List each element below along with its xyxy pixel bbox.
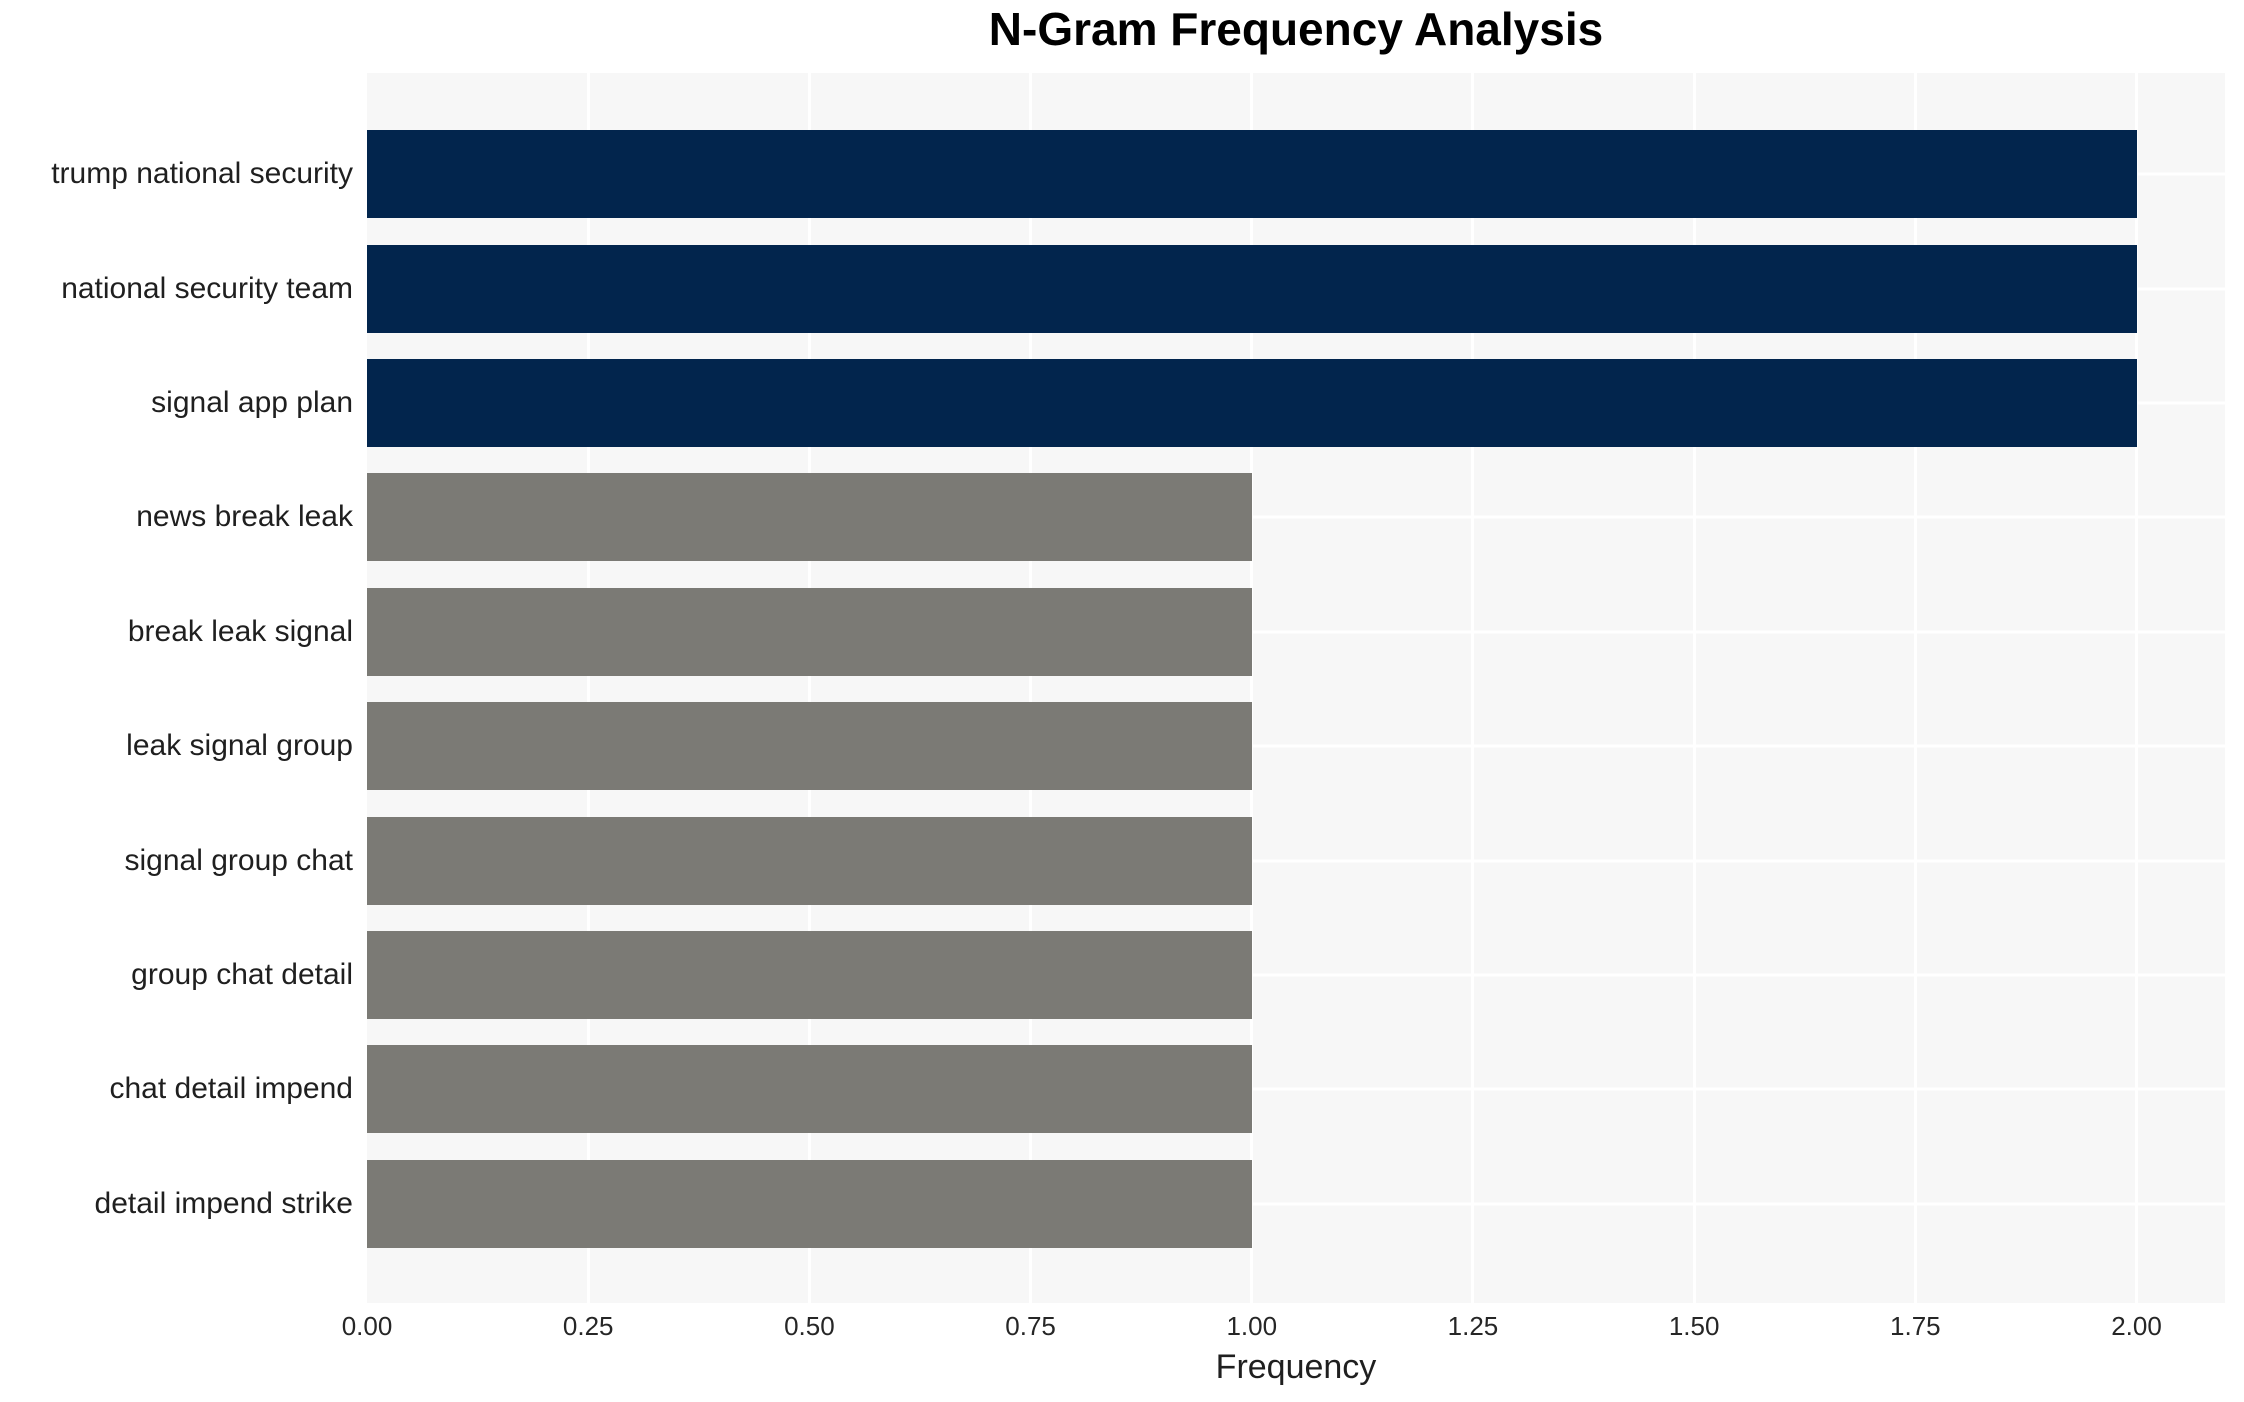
vertical-gridline xyxy=(1471,73,1475,1303)
frequency-bar xyxy=(367,244,2137,333)
vertical-gridline xyxy=(586,73,590,1303)
x-tick-label: 1.50 xyxy=(1668,1311,1720,1341)
chart-title: N-Gram Frequency Analysis xyxy=(988,3,1604,55)
bar-track xyxy=(367,231,2225,345)
x-tick-label: 0.00 xyxy=(341,1311,393,1341)
horizontal-gridline xyxy=(367,859,2225,863)
vertical-gridline xyxy=(1029,73,1033,1303)
bar-track xyxy=(367,460,2225,574)
horizontal-gridline xyxy=(367,515,2225,519)
chart-row: group chat detail xyxy=(0,918,2225,1032)
vertical-gridline xyxy=(1913,73,1917,1303)
category-label: chat detail impend xyxy=(109,1072,354,1106)
x-axis-label: Frequency xyxy=(1215,1348,1377,1386)
chart-row: news break leak xyxy=(0,460,2225,574)
bar-track xyxy=(367,575,2225,689)
category-label: break leak signal xyxy=(127,614,353,648)
bar-track xyxy=(367,918,2225,1032)
frequency-bar xyxy=(367,359,2137,448)
bar-track xyxy=(367,1032,2225,1146)
vertical-gridline xyxy=(1692,73,1696,1303)
frequency-bar xyxy=(367,587,1252,676)
category-label: signal group chat xyxy=(124,843,354,877)
category-label: leak signal group xyxy=(126,729,353,763)
x-tick-label: 2.00 xyxy=(2111,1311,2162,1341)
category-label: signal app plan xyxy=(151,386,353,420)
horizontal-gridline xyxy=(367,1202,2225,1206)
category-label: detail impend strike xyxy=(94,1186,353,1220)
category-label: group chat detail xyxy=(131,958,353,992)
bar-track xyxy=(367,117,2225,231)
chart-row: signal group chat xyxy=(0,803,2225,917)
horizontal-gridline xyxy=(367,744,2225,748)
chart-row: chat detail impend xyxy=(0,1032,2225,1146)
category-label: trump national security xyxy=(51,157,353,191)
vertical-gridline xyxy=(807,73,811,1303)
vertical-gridline xyxy=(1250,73,1254,1303)
chart-row: detail impend strike xyxy=(0,1147,2225,1261)
category-label: national security team xyxy=(61,271,353,305)
horizontal-gridline xyxy=(367,1087,2225,1091)
frequency-bar xyxy=(367,473,1252,562)
frequency-bar xyxy=(367,931,1252,1020)
category-label: news break leak xyxy=(136,500,353,534)
horizontal-gridline xyxy=(367,630,2225,634)
bar-track xyxy=(367,803,2225,917)
vertical-gridline xyxy=(2135,73,2139,1303)
chart-row: break leak signal xyxy=(0,575,2225,689)
chart-row: signal app plan xyxy=(0,346,2225,460)
chart-row: leak signal group xyxy=(0,689,2225,803)
frequency-bar xyxy=(367,130,2137,219)
bar-track xyxy=(367,346,2225,460)
x-tick-label: 0.50 xyxy=(784,1311,835,1341)
chart-row: national security team xyxy=(0,231,2225,345)
x-tick-label: 1.75 xyxy=(1890,1311,1941,1341)
bar-rows: trump national security national securit… xyxy=(0,73,2225,1303)
frequency-bar xyxy=(367,702,1252,791)
chart-row: trump national security xyxy=(0,117,2225,231)
frequency-bar xyxy=(367,1159,1252,1248)
frequency-bar xyxy=(367,1045,1252,1134)
x-tick-label: 1.25 xyxy=(1447,1311,1499,1341)
horizontal-gridline xyxy=(367,973,2225,977)
frequency-bar xyxy=(367,816,1252,905)
bar-track xyxy=(367,1147,2225,1261)
bar-track xyxy=(367,689,2225,803)
x-tick-label: 1.00 xyxy=(1226,1311,1278,1341)
x-tick-label: 0.25 xyxy=(562,1311,614,1341)
x-tick-label: 0.75 xyxy=(1005,1311,1056,1341)
